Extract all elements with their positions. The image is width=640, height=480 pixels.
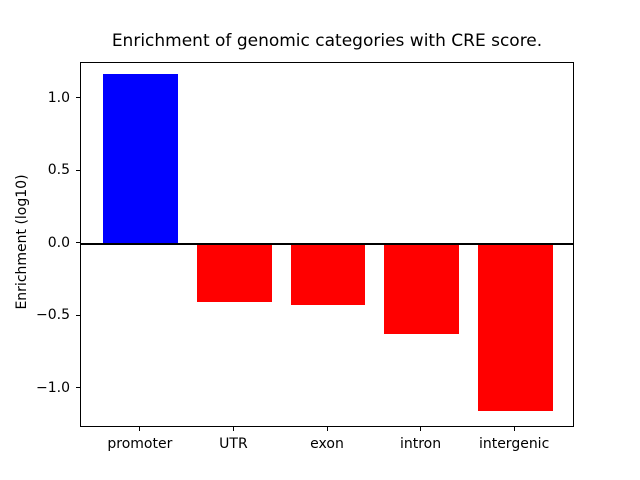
x-tick-label-exon: exon [310,436,344,452]
bar-intergenic [477,243,553,411]
x-tick-mark [232,427,234,431]
y-tick-label: −1.0 [36,379,70,396]
zero-line [81,242,573,245]
y-tick-label: 1.0 [47,89,70,106]
y-tick-mark [76,97,80,99]
y-tick-mark [76,169,80,171]
bar-UTR [197,243,272,302]
x-tick-label-intron: intron [399,436,442,452]
y-tick-mark [76,314,80,316]
chart-title: Enrichment of genomic categories with CR… [111,31,543,51]
x-tick-label-UTR: UTR [219,436,248,452]
bar-promoter [103,74,179,244]
bar-intron [384,243,459,334]
y-tick-mark [76,242,80,244]
bar-exon [290,243,366,305]
x-tick-mark [139,427,141,431]
x-tick-mark [513,427,515,431]
x-tick-mark [326,427,328,431]
plot-area [80,62,574,427]
x-tick-mark [420,427,422,431]
x-tick-label-promoter: promoter [107,436,173,452]
y-tick-label: 0.5 [47,162,70,179]
x-tick-label-intergenic: intergenic [478,436,550,452]
y-tick-label: −0.5 [36,307,70,324]
y-tick-mark [76,387,80,389]
y-tick-label: 0.0 [47,234,70,251]
